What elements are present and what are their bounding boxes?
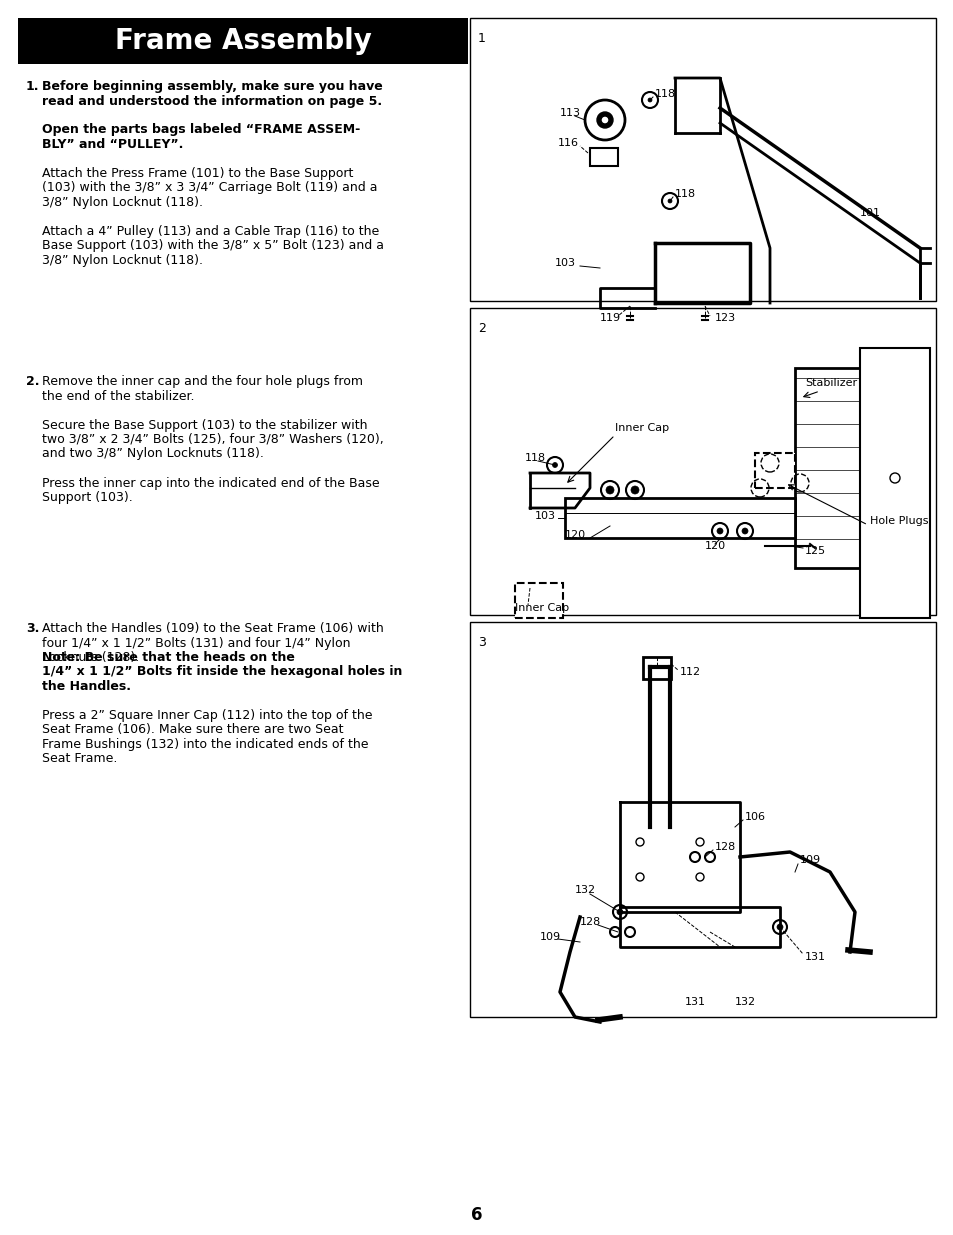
Text: (103) with the 3/8” x 3 3/4” Carriage Bolt (119) and a: (103) with the 3/8” x 3 3/4” Carriage Bo… [42,182,377,194]
Circle shape [605,487,614,494]
Text: Secure the Base Support (103) to the stabilizer with: Secure the Base Support (103) to the sta… [42,419,367,431]
Text: Inner Cap: Inner Cap [515,603,569,613]
Text: Press the inner cap into the indicated end of the Base: Press the inner cap into the indicated e… [42,477,379,489]
Circle shape [552,462,557,468]
Text: 116: 116 [558,138,578,148]
Bar [515,583,562,618]
Circle shape [597,112,613,128]
Text: Base Support (103) with the 3/8” x 5” Bolt (123) and a: Base Support (103) with the 3/8” x 5” Bo… [42,240,384,252]
Text: Support (103).: Support (103). [42,492,132,504]
Text: 118: 118 [675,189,696,199]
Text: 3/8” Nylon Locknut (118).: 3/8” Nylon Locknut (118). [42,254,203,267]
Bar [470,308,935,615]
Text: 120: 120 [704,541,725,551]
Text: 6: 6 [471,1207,482,1224]
Text: 3.: 3. [26,622,39,635]
Bar [754,453,794,488]
Text: Note: Be sure that the heads on the: Note: Be sure that the heads on the [42,651,294,664]
Circle shape [776,924,782,930]
Text: 113: 113 [559,107,580,119]
Circle shape [667,199,671,203]
Text: Frame Assembly: Frame Assembly [114,27,371,56]
Text: 1.: 1. [26,80,39,93]
Bar [859,348,929,618]
Text: Before beginning assembly, make sure you have: Before beginning assembly, make sure you… [42,80,382,93]
Circle shape [630,487,639,494]
Circle shape [741,529,747,534]
Bar [794,368,859,568]
Bar [564,498,794,538]
Circle shape [617,909,622,915]
Bar [470,622,935,1016]
Text: 2: 2 [477,322,485,335]
Text: Attach the Handles (109) to the Seat Frame (106) with: Attach the Handles (109) to the Seat Fra… [42,622,383,635]
Text: Attach the Press Frame (101) to the Base Support: Attach the Press Frame (101) to the Base… [42,167,353,180]
Text: 101: 101 [859,207,880,219]
Text: 1: 1 [477,32,485,44]
Text: 128: 128 [714,842,736,852]
Circle shape [717,529,722,534]
Text: 131: 131 [684,997,705,1007]
Text: Inner Cap: Inner Cap [615,424,668,433]
Text: and two 3/8” Nylon Locknuts (118).: and two 3/8” Nylon Locknuts (118). [42,447,264,461]
Text: 118: 118 [524,453,545,463]
Text: Attach a 4” Pulley (113) and a Cable Trap (116) to the: Attach a 4” Pulley (113) and a Cable Tra… [42,225,379,238]
Text: Seat Frame.: Seat Frame. [42,752,117,766]
Circle shape [600,116,608,124]
Text: Press a 2” Square Inner Cap (112) into the top of the: Press a 2” Square Inner Cap (112) into t… [42,709,372,722]
Bar [589,148,618,165]
Text: Seat Frame (106). Make sure there are two Seat: Seat Frame (106). Make sure there are tw… [42,724,343,736]
Text: 109: 109 [539,932,560,942]
Bar [18,19,468,64]
Text: 131: 131 [804,952,825,962]
Text: read and understood the information on page 5.: read and understood the information on p… [42,95,382,107]
Text: the end of the stabilizer.: the end of the stabilizer. [42,389,194,403]
Text: 132: 132 [575,885,596,895]
Text: Locknuts (128).: Locknuts (128). [42,651,143,664]
Text: four 1/4” x 1 1/2” Bolts (131) and four 1/4” Nylon: four 1/4” x 1 1/2” Bolts (131) and four … [42,636,350,650]
Text: 112: 112 [679,667,700,677]
Bar [642,657,670,679]
Text: 3/8” Nylon Locknut (118).: 3/8” Nylon Locknut (118). [42,196,203,209]
Text: 109: 109 [800,855,821,864]
Text: 118: 118 [655,89,676,99]
Text: Hole Plugs: Hole Plugs [869,516,927,526]
Text: 1/4” x 1 1/2” Bolts fit inside the hexagonal holes in: 1/4” x 1 1/2” Bolts fit inside the hexag… [42,666,402,678]
Circle shape [647,98,651,103]
Text: 132: 132 [734,997,756,1007]
Text: Frame Bushings (132) into the indicated ends of the: Frame Bushings (132) into the indicated … [42,739,368,751]
Text: BLY” and “PULLEY”.: BLY” and “PULLEY”. [42,138,183,151]
Text: Remove the inner cap and the four hole plugs from: Remove the inner cap and the four hole p… [42,375,363,388]
Text: 119: 119 [599,312,620,324]
Text: 128: 128 [579,918,600,927]
Text: the Handles.: the Handles. [42,680,131,693]
Text: 3: 3 [477,636,485,650]
Text: 120: 120 [564,530,585,540]
Bar [470,19,935,301]
Text: 125: 125 [804,546,825,556]
Text: 2.: 2. [26,375,39,388]
Text: 123: 123 [714,312,736,324]
Text: 103: 103 [535,511,556,521]
Text: Stabilizer: Stabilizer [804,378,856,388]
Text: Open the parts bags labeled “FRAME ASSEM-: Open the parts bags labeled “FRAME ASSEM… [42,124,360,137]
Text: 106: 106 [744,811,765,823]
Text: two 3/8” x 2 3/4” Bolts (125), four 3/8” Washers (120),: two 3/8” x 2 3/4” Bolts (125), four 3/8”… [42,433,383,446]
Text: 103: 103 [555,258,576,268]
